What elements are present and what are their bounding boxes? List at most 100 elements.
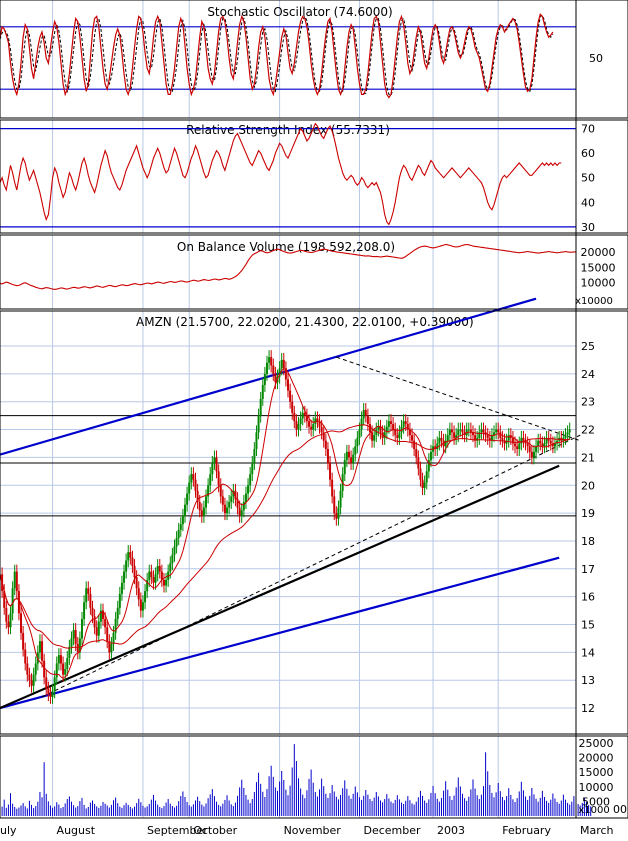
candle-body xyxy=(114,618,117,633)
candle-body xyxy=(278,368,281,377)
obv-tick-label-2: 10000 xyxy=(581,277,616,290)
rsi-line xyxy=(0,122,562,226)
price-tick-label-0: 25 xyxy=(581,340,595,353)
candle-body xyxy=(516,446,519,450)
candle-body xyxy=(322,432,325,441)
candle-body xyxy=(97,621,100,636)
candle-body xyxy=(291,401,294,413)
candle-body xyxy=(394,429,397,436)
volume-tick-label-3: 10000 xyxy=(579,781,614,794)
price-tick-label-11: 14 xyxy=(581,646,595,659)
candle-body xyxy=(205,496,208,508)
candle-body xyxy=(284,368,287,380)
candle-body xyxy=(139,599,142,611)
candle-body xyxy=(230,496,233,502)
candle-body xyxy=(74,630,77,644)
candle-body xyxy=(223,504,226,514)
candle-body xyxy=(194,479,197,491)
candle-body xyxy=(207,485,210,497)
candle-body xyxy=(268,357,271,363)
candle-body xyxy=(505,440,508,444)
candle-body xyxy=(448,429,451,436)
candle-body xyxy=(425,471,428,483)
candle-body xyxy=(541,443,544,447)
candle-body xyxy=(236,499,239,508)
candle-body xyxy=(78,638,81,653)
candle-body xyxy=(474,435,477,441)
candle-body xyxy=(511,437,514,444)
candle-body xyxy=(411,435,414,441)
candle-body xyxy=(64,669,67,675)
candle-body xyxy=(478,432,481,438)
candle-body xyxy=(186,493,189,505)
candle-body xyxy=(51,691,54,697)
x-axis-label-7: February xyxy=(502,824,551,837)
candle-body xyxy=(406,423,409,430)
price-tick-label-13: 12 xyxy=(581,702,595,715)
candle-body xyxy=(387,421,390,427)
rsi-tick-label-4: 30 xyxy=(581,221,595,234)
candle-body xyxy=(429,451,432,461)
x-axis-label-1: August xyxy=(57,824,96,837)
candle-body xyxy=(303,412,306,416)
candle-body xyxy=(404,421,407,424)
x-axis-label-4: November xyxy=(284,824,342,837)
candle-body xyxy=(234,490,237,500)
candle-body xyxy=(209,474,212,486)
candle-body xyxy=(488,437,491,441)
candle-body xyxy=(522,437,525,441)
candle-body xyxy=(198,501,201,511)
candle-body xyxy=(377,426,380,430)
candle-body xyxy=(360,418,363,430)
panel-frame-4 xyxy=(0,735,628,819)
candle-body xyxy=(530,451,533,458)
candle-body xyxy=(316,418,319,422)
price-trendline-2 xyxy=(0,464,560,710)
price-ma-long xyxy=(0,424,570,649)
candle-body xyxy=(383,432,386,438)
obv-line xyxy=(0,243,576,290)
candle-body xyxy=(104,618,107,628)
candle-body xyxy=(400,426,403,433)
candle-body xyxy=(347,451,350,458)
candle-body xyxy=(38,641,41,653)
candle-body xyxy=(108,641,111,653)
stochastic-tick-label: 50 xyxy=(589,52,603,65)
price-tick-label-5: 20 xyxy=(581,479,595,492)
candle-body xyxy=(171,554,174,564)
candle-body xyxy=(72,630,75,639)
panel-frame-3 xyxy=(0,310,628,735)
candle-body xyxy=(385,426,388,433)
candle-body xyxy=(150,571,153,578)
rsi-tick-label-3: 40 xyxy=(581,196,595,209)
candle-body xyxy=(259,398,262,416)
price-tick-label-6: 19 xyxy=(581,507,595,520)
candle-body xyxy=(106,627,109,642)
price-trendline-4 xyxy=(336,356,581,442)
candle-body xyxy=(85,588,88,603)
x-axis-label-2: September xyxy=(147,824,208,837)
candle-body xyxy=(495,429,498,433)
candle-body xyxy=(249,474,252,486)
candle-body xyxy=(211,462,214,475)
stochastic-k-line xyxy=(0,13,554,99)
candle-body xyxy=(45,677,48,689)
candle-body xyxy=(219,485,222,497)
volume-tick-label-2: 15000 xyxy=(579,766,614,779)
candle-body xyxy=(255,432,258,450)
stochastic-title: Stochastic Oscillator (74.6000) xyxy=(207,5,392,19)
candle-body xyxy=(228,501,231,508)
candle-body xyxy=(47,688,50,695)
price-trendline-0 xyxy=(0,297,537,456)
candle-body xyxy=(310,426,313,430)
obv-tick-label-1: 15000 xyxy=(581,261,616,274)
candle-body xyxy=(49,694,52,697)
candle-body xyxy=(345,451,348,461)
candle-body xyxy=(183,504,186,516)
rsi-title: Relative Strength Index (55.7331) xyxy=(186,123,390,137)
candle-body xyxy=(165,579,168,586)
candle-body xyxy=(493,432,496,436)
price-tick-label-8: 17 xyxy=(581,563,595,576)
price-tick-label-3: 22 xyxy=(581,424,595,437)
